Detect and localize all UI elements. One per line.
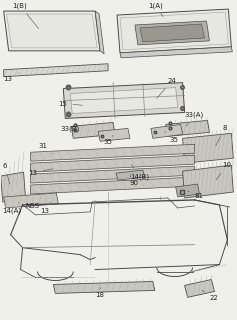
Polygon shape: [4, 193, 58, 208]
Polygon shape: [185, 279, 214, 297]
Text: 31: 31: [38, 143, 53, 154]
Polygon shape: [120, 47, 232, 58]
Text: 8: 8: [216, 125, 227, 146]
Text: 15: 15: [58, 100, 82, 107]
Polygon shape: [95, 11, 104, 54]
Text: 14(A): 14(A): [3, 202, 22, 214]
Polygon shape: [4, 11, 100, 51]
Text: 90: 90: [130, 175, 139, 186]
Text: 24: 24: [157, 78, 177, 99]
Polygon shape: [31, 144, 195, 161]
Polygon shape: [71, 123, 115, 138]
Text: 33(A): 33(A): [185, 111, 204, 126]
Text: 14(B): 14(B): [130, 164, 149, 180]
Polygon shape: [151, 124, 183, 138]
Polygon shape: [4, 64, 108, 77]
Polygon shape: [116, 170, 145, 180]
Polygon shape: [140, 24, 205, 42]
Text: 35: 35: [103, 135, 113, 145]
Polygon shape: [63, 83, 185, 118]
Polygon shape: [183, 165, 233, 198]
Polygon shape: [70, 88, 178, 114]
Text: 81: 81: [188, 191, 204, 199]
Text: 13: 13: [28, 169, 53, 176]
Polygon shape: [176, 184, 200, 197]
Polygon shape: [166, 120, 210, 136]
Polygon shape: [183, 133, 233, 163]
Text: 22: 22: [202, 290, 218, 301]
Polygon shape: [31, 177, 195, 194]
Polygon shape: [135, 21, 210, 45]
Polygon shape: [31, 166, 195, 183]
Text: 13: 13: [41, 202, 50, 214]
Text: 33(B): 33(B): [60, 125, 85, 132]
Polygon shape: [31, 155, 195, 172]
Text: 1(B): 1(B): [13, 2, 39, 29]
Polygon shape: [53, 282, 155, 293]
Text: 35: 35: [165, 131, 178, 143]
Text: NSS: NSS: [26, 198, 41, 209]
Text: 13: 13: [4, 73, 18, 82]
Polygon shape: [98, 128, 130, 141]
Text: 6: 6: [3, 163, 10, 184]
Polygon shape: [117, 9, 231, 53]
Text: 18: 18: [95, 287, 104, 298]
Text: 10: 10: [216, 162, 231, 180]
Polygon shape: [1, 172, 26, 202]
Text: 1(A): 1(A): [148, 2, 163, 17]
